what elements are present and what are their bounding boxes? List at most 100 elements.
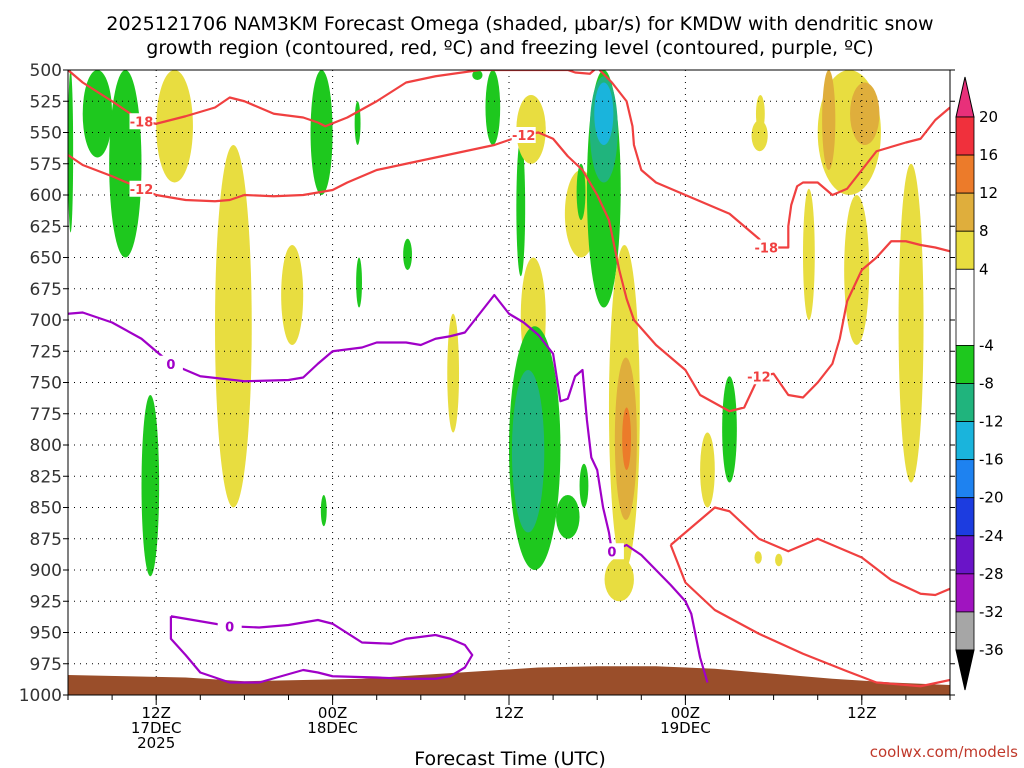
y-tick-label-19: 975 xyxy=(30,655,62,675)
omega-cell-15 xyxy=(447,313,460,433)
grid-lines xyxy=(68,69,950,696)
y-tick-label-14: 850 xyxy=(30,499,62,519)
y-tick-label-6: 650 xyxy=(30,249,62,269)
colorbar-bin-7 xyxy=(955,421,975,461)
contour-line-5 xyxy=(68,293,709,683)
colorbar-bin-11 xyxy=(955,573,975,613)
omega-cell-22 xyxy=(579,463,589,508)
contour-label-5: 0 xyxy=(166,358,175,373)
x-tick-label-2-0: 12Z xyxy=(494,704,523,722)
omega-cell-6 xyxy=(141,395,160,577)
contour-label-2: -12 xyxy=(130,183,154,198)
contour-label-bg-7 xyxy=(217,618,242,635)
y-tick-label-5: 625 xyxy=(30,217,62,237)
y-tick-label-3: 575 xyxy=(30,155,62,175)
colorbar-bin-1 xyxy=(955,154,975,194)
y-tick-label-4: 600 xyxy=(30,186,62,206)
omega-cell-36 xyxy=(775,553,783,567)
contour-label-1: -18 xyxy=(755,242,779,257)
omega-cell-34 xyxy=(755,95,765,133)
colorbar-bin-10 xyxy=(955,535,975,575)
colorbar-label-9: -20 xyxy=(979,489,1004,507)
y-tick-label-16: 900 xyxy=(30,561,62,581)
omega-cell-42 xyxy=(898,163,924,483)
contour-label-7: 0 xyxy=(225,620,234,635)
omega-cell-12 xyxy=(472,70,483,80)
colorbar-bin-4 xyxy=(955,268,975,346)
colorbar-label-1: 16 xyxy=(979,146,998,164)
y-tick-label-13: 825 xyxy=(30,467,62,487)
colorbar-under-triangle xyxy=(955,649,975,691)
contour-labels: -18 -18 -12 -12 -12 0 0 0 xyxy=(129,113,779,635)
colorbar-bin-8 xyxy=(955,459,975,499)
colorbar-label-12: -32 xyxy=(979,603,1004,621)
contour-line-3 xyxy=(669,506,950,597)
colorbar-label-2: 12 xyxy=(979,184,998,202)
contour-line-4 xyxy=(669,544,950,688)
contour-label-bg-5 xyxy=(158,355,183,372)
omega-cell-19 xyxy=(511,370,545,533)
x-tick-label-0-1: 17DEC xyxy=(131,719,182,737)
colorbar-label-13: -36 xyxy=(979,641,1004,659)
y-tick-label-2: 550 xyxy=(30,124,62,144)
colorbar-label-4: 4 xyxy=(979,260,989,278)
y-tick-label-12: 800 xyxy=(30,436,62,456)
y-tick-label-10: 750 xyxy=(30,374,62,394)
contour-line-1 xyxy=(598,70,950,249)
x-tick-label-4-0: 12Z xyxy=(847,704,876,722)
contour-line-6 xyxy=(169,615,474,684)
chart-subtitle: growth region (contoured, red, ºC) and f… xyxy=(146,37,873,59)
contour-label-bg-4 xyxy=(746,368,771,385)
omega-cell-8 xyxy=(354,101,361,145)
chart-title: 2025121706 NAM3KM Forecast Omega (shaded… xyxy=(106,13,933,35)
contour-label-bg-0 xyxy=(129,113,154,130)
omega-cell-1 xyxy=(82,70,113,158)
colorbar-label-6: -8 xyxy=(979,375,994,393)
y-tick-label-20: 1000 xyxy=(19,686,62,706)
y-tick-label-0: 500 xyxy=(30,61,62,81)
contour-label-bg-2 xyxy=(129,180,154,197)
colorbar: 20 16 12 8 4 -4 -8 -12 -16 -20 -24 -28 -32 -36 xyxy=(955,76,1004,691)
omega-cell-37 xyxy=(803,188,815,320)
y-tick-label-7: 675 xyxy=(30,280,62,300)
omega-cell-30 xyxy=(604,557,634,602)
colorbar-bin-2 xyxy=(955,192,975,232)
omega-cell-5 xyxy=(281,245,304,345)
x-axis-label: Forecast Time (UTC) xyxy=(414,748,605,768)
omega-cell-26 xyxy=(576,163,586,220)
y-tick-label-15: 875 xyxy=(30,530,62,550)
omega-cell-4 xyxy=(215,145,252,508)
y-axis-ticks: 500 525 550 575 600 625 650 675 700 725 750 775 800 8… xyxy=(19,61,955,706)
credit-text: coolwx.com/models xyxy=(870,743,1018,761)
terrain-fill xyxy=(68,666,950,695)
omega-cell-14 xyxy=(516,138,526,277)
omega-cell-41 xyxy=(844,195,870,345)
omega-cell-32 xyxy=(722,376,737,483)
colorbar-label-3: 8 xyxy=(979,222,989,240)
colorbar-label-11: -28 xyxy=(979,565,1004,583)
omega-cell-25 xyxy=(594,82,614,145)
omega-cell-33 xyxy=(751,120,768,152)
contour-label-4: -12 xyxy=(747,370,771,385)
contour-label-bg-3 xyxy=(511,127,536,143)
omega-cell-11 xyxy=(320,495,327,527)
omega-cell-10 xyxy=(356,257,362,308)
contour-label-6: 0 xyxy=(607,545,616,560)
omega-cell-39 xyxy=(850,82,880,145)
colorbar-label-0: 20 xyxy=(979,108,998,126)
y-tick-label-8: 700 xyxy=(30,311,62,331)
omega-cell-9 xyxy=(403,238,412,270)
colorbar-over-triangle xyxy=(955,76,975,118)
omega-cell-3 xyxy=(156,70,193,183)
y-tick-label-11: 775 xyxy=(30,405,62,425)
x-tick-label-0-2: 2025 xyxy=(137,734,175,752)
omega-cell-7 xyxy=(310,70,333,195)
omega-cell-29 xyxy=(622,407,632,470)
colorbar-bin-9 xyxy=(955,497,975,537)
x-tick-label-3-0: 00Z xyxy=(671,704,700,722)
contour-line-2 xyxy=(68,131,950,413)
omega-shading xyxy=(68,70,924,602)
colorbar-bin-12 xyxy=(955,611,975,651)
